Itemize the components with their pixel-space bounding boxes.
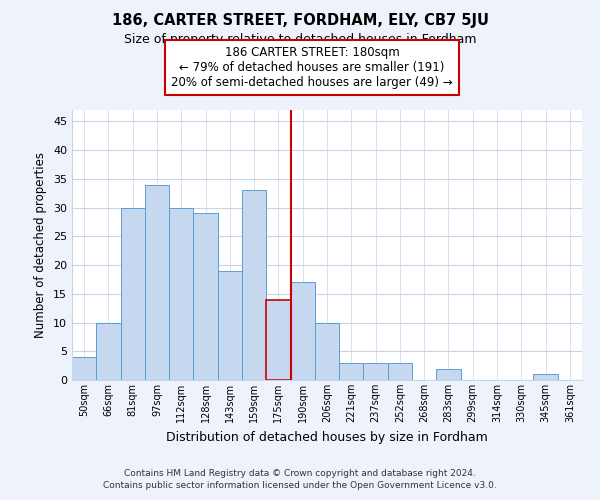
Bar <box>315 322 339 380</box>
Bar <box>339 363 364 380</box>
Bar <box>145 184 169 380</box>
Bar <box>290 282 315 380</box>
Bar <box>218 271 242 380</box>
Bar <box>364 363 388 380</box>
Bar <box>388 363 412 380</box>
Text: Size of property relative to detached houses in Fordham: Size of property relative to detached ho… <box>124 32 476 46</box>
Text: Contains HM Land Registry data © Crown copyright and database right 2024.: Contains HM Land Registry data © Crown c… <box>124 470 476 478</box>
Text: 186, CARTER STREET, FORDHAM, ELY, CB7 5JU: 186, CARTER STREET, FORDHAM, ELY, CB7 5J… <box>112 12 488 28</box>
Bar <box>96 322 121 380</box>
Text: Contains public sector information licensed under the Open Government Licence v3: Contains public sector information licen… <box>103 482 497 490</box>
Y-axis label: Number of detached properties: Number of detached properties <box>34 152 47 338</box>
Bar <box>242 190 266 380</box>
Bar <box>533 374 558 380</box>
Text: 186 CARTER STREET: 180sqm
← 79% of detached houses are smaller (191)
20% of semi: 186 CARTER STREET: 180sqm ← 79% of detac… <box>171 46 453 89</box>
Bar <box>72 357 96 380</box>
Bar <box>193 214 218 380</box>
X-axis label: Distribution of detached houses by size in Fordham: Distribution of detached houses by size … <box>166 430 488 444</box>
Bar <box>169 208 193 380</box>
Bar <box>121 208 145 380</box>
Bar <box>436 368 461 380</box>
Bar <box>266 300 290 380</box>
